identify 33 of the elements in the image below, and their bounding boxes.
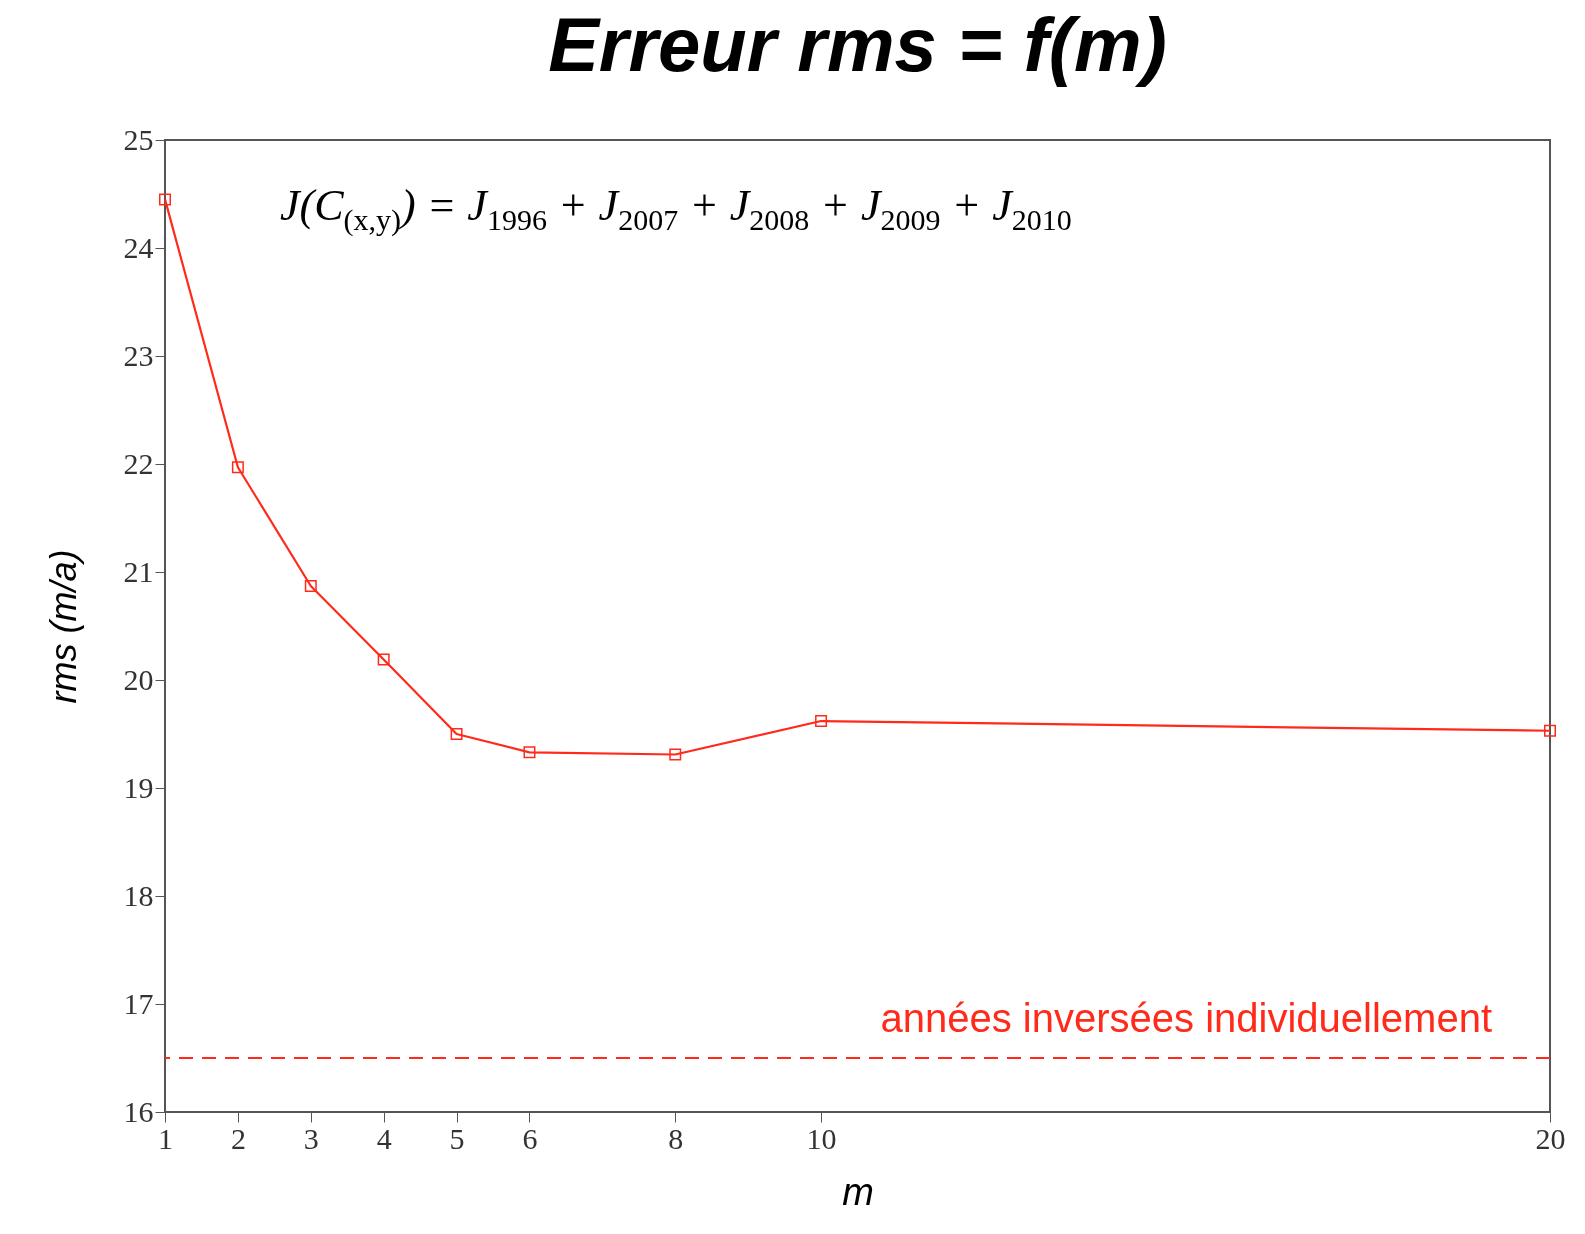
x-tick-label: 3 — [303, 1121, 319, 1155]
x-tick-label: 20 — [1535, 1121, 1566, 1155]
point — [450, 728, 463, 740]
point — [159, 193, 171, 206]
point — [304, 580, 317, 593]
point — [231, 461, 244, 474]
point — [1544, 724, 1556, 737]
point — [669, 748, 682, 761]
y-tick-label: 22 — [123, 446, 154, 480]
y-tick-label: 16 — [123, 1094, 154, 1128]
y-tick-label: 19 — [123, 770, 154, 804]
ref-line-label: années inversées individuellement — [880, 996, 1492, 1040]
x-axis-title: m — [842, 1170, 874, 1213]
y-tick-label: 17 — [123, 986, 154, 1020]
y-axis-title: rms (m/a) — [42, 549, 84, 704]
y-tick-label: 21 — [123, 554, 154, 588]
text: J(C$_{(x,y)}$) = J$_{1996}$ + J$_{2007}$ + J$_{2008}$ + J$_{2009}$ + J$_{2010}$ — [280, 181, 1072, 236]
x-tick-label: 1 — [158, 1121, 173, 1155]
y-tick-label: 25 — [123, 122, 154, 156]
x-tick-label: 4 — [376, 1121, 392, 1155]
chart-title: Erreur rms = f(m) — [548, 2, 1167, 87]
y-tick-label: 18 — [123, 878, 154, 912]
y-tick-label: 20 — [123, 662, 154, 696]
point — [523, 746, 536, 759]
x-tick-label: 6 — [522, 1121, 538, 1155]
x-tick-label: 2 — [230, 1121, 246, 1155]
x-tick-label: 8 — [668, 1121, 684, 1155]
y-tick-label: 23 — [123, 338, 154, 372]
y-tick-label: 24 — [123, 230, 154, 264]
point — [377, 653, 390, 666]
point — [815, 715, 828, 728]
x-tick-label: 5 — [449, 1121, 465, 1155]
x-tick-label: 10 — [806, 1121, 837, 1155]
